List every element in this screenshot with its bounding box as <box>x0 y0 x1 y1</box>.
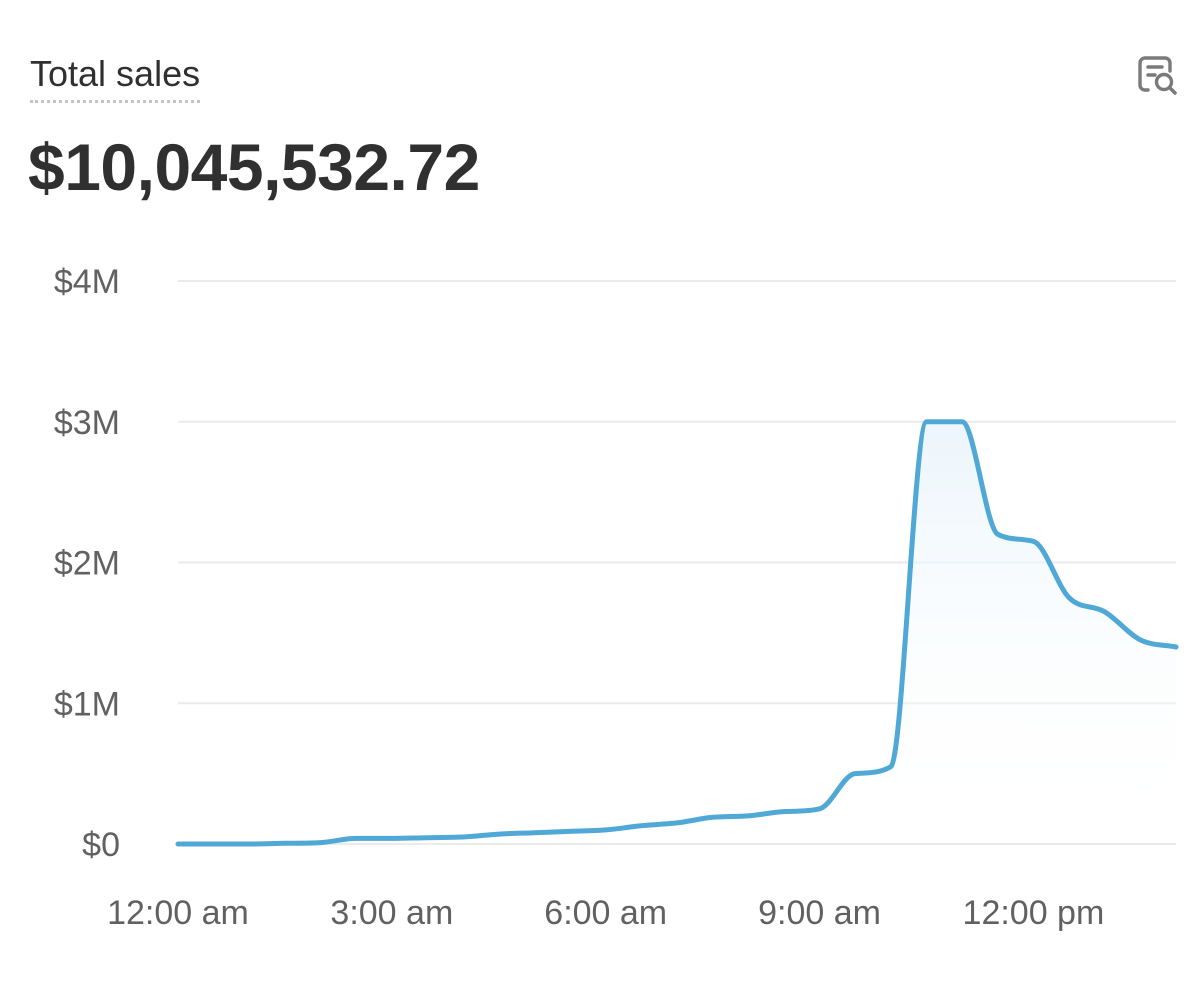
report-search-icon <box>1138 56 1177 95</box>
data-point[interactable] <box>208 838 220 850</box>
x-tick-label: 3:00 am <box>330 894 453 932</box>
sales-line <box>175 419 1179 847</box>
data-point[interactable] <box>386 832 398 844</box>
y-tick-label: $2M <box>54 545 120 583</box>
y-tick-label: $1M <box>54 685 120 723</box>
data-point[interactable] <box>172 838 184 850</box>
data-point[interactable] <box>493 828 505 840</box>
data-point[interactable] <box>849 768 861 780</box>
y-tick-label: $4M <box>54 263 120 301</box>
data-point[interactable] <box>600 824 612 836</box>
data-point[interactable] <box>422 832 434 844</box>
data-point[interactable] <box>457 831 469 843</box>
data-point[interactable] <box>778 806 790 818</box>
data-point[interactable] <box>707 811 719 823</box>
sales-area <box>178 421 1176 844</box>
data-point[interactable] <box>350 832 362 844</box>
data-point[interactable] <box>279 837 291 849</box>
data-point[interactable] <box>742 810 754 822</box>
metric-title[interactable]: Total sales <box>30 52 201 103</box>
data-point[interactable] <box>992 528 1004 540</box>
x-tick-label: 12:00 am <box>107 894 249 932</box>
data-point[interactable] <box>885 761 897 773</box>
data-point[interactable] <box>956 416 968 428</box>
data-point[interactable] <box>564 825 576 837</box>
x-tick-label: 6:00 am <box>544 894 667 932</box>
data-point[interactable] <box>921 416 933 428</box>
data-point[interactable] <box>1170 641 1182 653</box>
data-point[interactable] <box>635 820 647 832</box>
x-tick-label: 12:00 pm <box>963 894 1105 932</box>
data-point[interactable] <box>315 837 327 849</box>
data-point[interactable] <box>1134 634 1146 646</box>
y-tick-label: $3M <box>54 404 120 442</box>
y-tick-label: $0 <box>82 826 120 864</box>
data-point[interactable] <box>1063 592 1075 604</box>
metric-value: $10,045,532.72 <box>28 130 480 204</box>
data-point[interactable] <box>528 827 540 839</box>
data-point[interactable] <box>1099 606 1111 618</box>
data-point[interactable] <box>671 817 683 829</box>
explore-report-button[interactable] <box>1130 48 1186 104</box>
data-point[interactable] <box>814 803 826 815</box>
data-point[interactable] <box>1027 535 1039 547</box>
data-point[interactable] <box>243 838 255 850</box>
x-tick-label: 9:00 am <box>758 894 881 932</box>
